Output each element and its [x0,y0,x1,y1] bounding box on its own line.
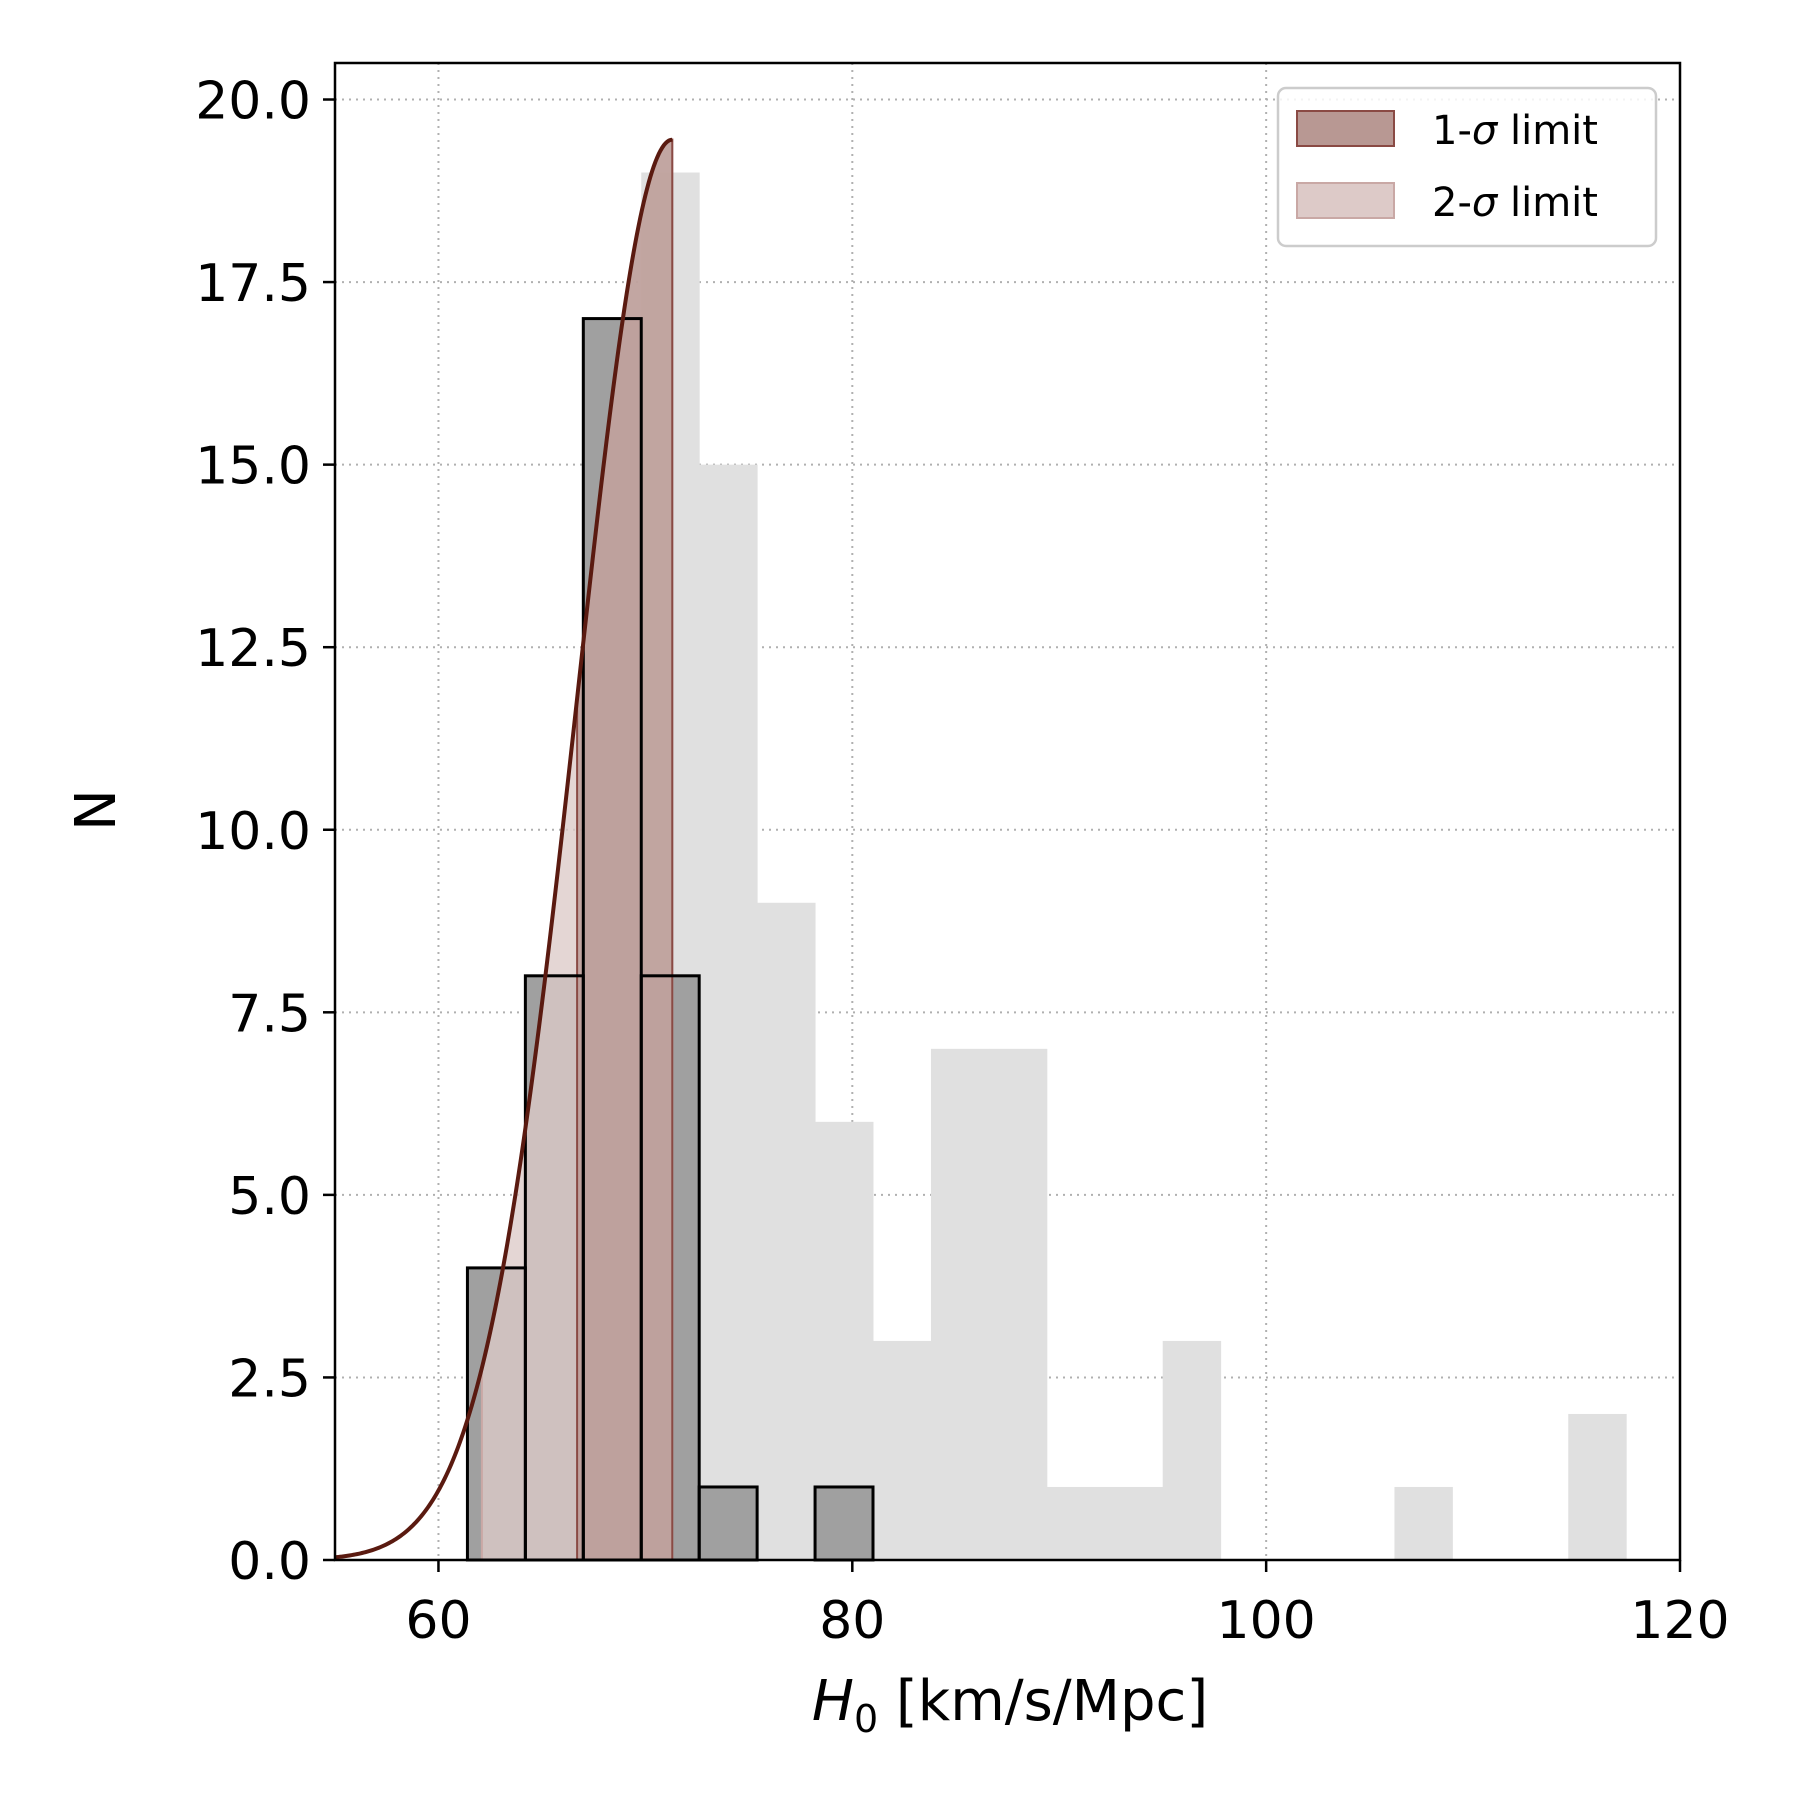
y-tick-label: 12.5 [195,619,311,679]
gaussian-curve [334,137,673,1560]
legend-swatch-2-sigma [1296,182,1395,219]
x-tick-label: 120 [1630,1591,1729,1651]
foreground-histogram-bar [815,1486,873,1560]
background-histogram-bar [930,1048,990,1560]
y-tick-label: 0.0 [228,1532,311,1592]
background-histogram-bar [873,1340,932,1560]
background-histogram-bar [1394,1486,1453,1560]
y-tick-label: 17.5 [195,254,311,314]
background-histogram-bar [988,1048,1048,1560]
x-tick-label: 100 [1217,1591,1316,1651]
legend: 1-σ limit 2-σ limit [1276,86,1658,248]
x-axis-label: H0 [km/s/Mpc] [812,1669,1208,1741]
y-tick-label: 2.5 [228,1349,311,1409]
foreground-histogram-bar [699,1486,758,1560]
y-axis-label: N [64,789,129,831]
plot-frame [333,61,1682,1562]
background-histogram-bar [1568,1413,1627,1560]
y-tick-label: 15.0 [195,437,311,497]
legend-label-2-sigma: 2-σ limit [1432,180,1598,226]
y-tick-label: 10.0 [195,802,311,862]
legend-swatch-1-sigma [1296,110,1395,147]
x-tick-label: 80 [819,1591,885,1651]
y-tick-label: 7.5 [228,984,311,1044]
background-histogram-bar [757,902,816,1560]
y-tick-label: 5.0 [228,1167,311,1227]
background-histogram-bar [1046,1486,1106,1560]
x-axis-ticks: 60 80 100 120 [405,1560,1730,1651]
y-tick-label: 20.0 [195,72,311,132]
background-histogram-bar [1162,1340,1222,1560]
background-histogram-bar [699,464,758,1560]
background-histogram-bar [1104,1486,1164,1560]
y-axis-ticks: 0.0 2.5 5.0 7.5 10.0 12.5 15.0 17.5 20.0 [195,72,335,1592]
legend-label-1-sigma: 1-σ limit [1432,108,1598,154]
x-tick-label: 60 [405,1591,471,1651]
sigma-bands [480,138,674,1561]
